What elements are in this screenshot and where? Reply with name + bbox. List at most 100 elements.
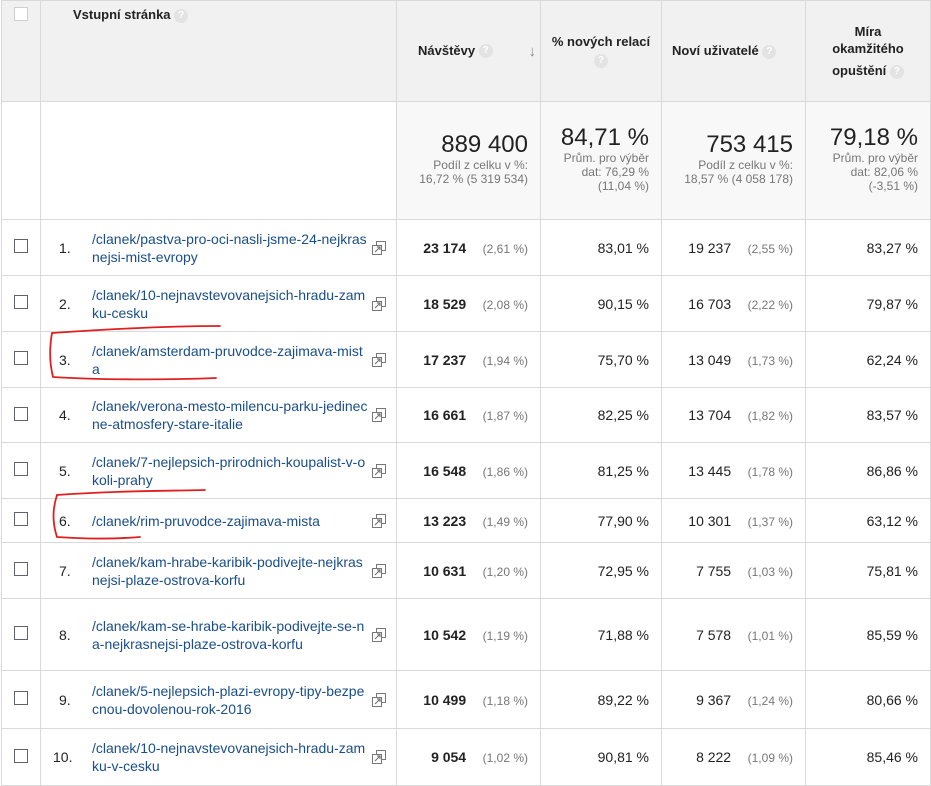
summary-new-users: 753 415 Podíl z celku v %: 18,57 % (4 05… xyxy=(661,101,806,220)
visits-percent: (1,94 %) xyxy=(482,353,528,368)
sort-descending-icon[interactable]: ↓ xyxy=(528,42,537,60)
open-in-new-window-icon[interactable] xyxy=(372,563,386,578)
column-header-label-line3: opuštění xyxy=(832,63,887,78)
new-users-percent: (1,03 %) xyxy=(747,564,793,579)
row-checkbox[interactable] xyxy=(14,562,28,576)
row-checkbox[interactable] xyxy=(14,351,28,365)
new-users-percent: (1,78 %) xyxy=(747,464,793,479)
table-row: 7. /clanek/kam-hrabe-karibik-podivejte-n… xyxy=(1,542,931,599)
row-rank: 1. xyxy=(59,239,71,256)
column-header-label-line1: Míra xyxy=(854,24,882,39)
landing-page-cell: 8. /clanek/kam-se-hrabe-karibik-podivejt… xyxy=(40,598,397,671)
help-icon[interactable]: ? xyxy=(478,44,493,59)
new-users-percent: (1,37 %) xyxy=(747,514,793,529)
landing-page-link[interactable]: /clanek/10-nejnavstevovanejsich-hradu-za… xyxy=(92,286,366,321)
column-header-new-sessions[interactable]: % nových relací ? xyxy=(540,0,662,102)
landing-page-link[interactable]: /clanek/10-nejnavstevovanejsich-hradu-za… xyxy=(92,740,366,774)
new-sessions-value: 72,95 % xyxy=(597,562,649,579)
row-checkbox[interactable] xyxy=(14,748,28,763)
table-row: 1. /clanek/pastva-pro-oci-nasli-jsme-24-… xyxy=(1,219,931,276)
table-row: 8. /clanek/kam-se-hrabe-karibik-podivejt… xyxy=(1,598,931,671)
open-in-new-window-icon[interactable] xyxy=(372,692,386,707)
row-checkbox[interactable] xyxy=(14,512,28,526)
summary-empty-cell xyxy=(40,101,397,220)
landing-page-link[interactable]: /clanek/7-nejlepsich-prirodnich-koupalis… xyxy=(92,453,366,488)
new-users-percent: (1,82 %) xyxy=(747,409,793,423)
new-sessions-cell: 82,25 % xyxy=(540,387,662,443)
landing-page-cell: 10. /clanek/10-nejnavstevovanejsich-hrad… xyxy=(40,728,397,786)
bounce-rate-cell: 62,24 % xyxy=(805,331,931,388)
help-icon[interactable]: ? xyxy=(762,44,777,59)
row-checkbox[interactable] xyxy=(14,295,28,309)
new-sessions-cell: 77,90 % xyxy=(540,498,662,543)
open-in-new-window-icon[interactable] xyxy=(372,627,386,642)
bounce-rate-value: 63,12 % xyxy=(866,512,918,529)
visits-cell: 13 223 (1,49 %) xyxy=(396,498,541,543)
summary-value: 84,71 % xyxy=(560,123,649,151)
column-header-bounce-rate[interactable]: Míra okamžitého opuštění ? xyxy=(805,0,931,102)
row-select-cell xyxy=(1,387,41,443)
landing-page-link[interactable]: /clanek/amsterdam-pruvodce-zajimava-mist… xyxy=(92,342,363,377)
column-header-label: % nových relací xyxy=(551,33,651,49)
new-users-value: 16 703 xyxy=(688,295,732,312)
landing-page-cell: 3. /clanek/amsterdam-pruvodce-zajimava-m… xyxy=(40,331,397,388)
open-in-new-window-icon[interactable] xyxy=(372,296,386,311)
row-select-cell xyxy=(1,442,41,499)
new-sessions-value: 83,01 % xyxy=(597,239,649,256)
select-all-cell xyxy=(1,0,41,102)
open-in-new-window-icon[interactable] xyxy=(372,750,386,764)
select-all-checkbox[interactable] xyxy=(14,7,28,21)
row-checkbox[interactable] xyxy=(14,239,28,253)
landing-page-cell: 1. /clanek/pastva-pro-oci-nasli-jsme-24-… xyxy=(40,219,397,276)
row-select-cell xyxy=(1,331,41,388)
open-in-new-window-icon[interactable] xyxy=(372,240,386,255)
column-header-new-users[interactable]: Noví uživatelé ? xyxy=(661,0,806,102)
landing-page-link[interactable]: /clanek/kam-hrabe-karibik-podivejte-nejk… xyxy=(92,553,363,588)
new-users-cell: 13 049 (1,73 %) xyxy=(661,331,806,388)
table-row: 9. /clanek/5-nejlepsich-plazi-evropy-tip… xyxy=(1,670,931,729)
landing-page-link[interactable]: /clanek/5-nejlepsich-plazi-evropy-tipy-b… xyxy=(92,682,365,717)
row-checkbox[interactable] xyxy=(14,406,28,421)
open-in-new-window-icon[interactable] xyxy=(372,463,386,478)
new-users-cell: 9 367 (1,24 %) xyxy=(661,670,806,729)
visits-value: 9 054 xyxy=(431,749,467,765)
bounce-rate-value: 83,27 % xyxy=(866,239,918,256)
summary-row: 889 400 Podíl z celku v %: 16,72 % (5 31… xyxy=(1,101,931,220)
row-rank: 9. xyxy=(59,691,71,708)
summary-subtext: dat: 76,29 % xyxy=(581,164,649,179)
column-header-visits[interactable]: Návštěvy ? ↓ xyxy=(396,0,541,102)
summary-subtext: 18,57 % (4 058 178) xyxy=(684,171,793,186)
new-sessions-value: 77,90 % xyxy=(597,512,649,529)
landing-page-link[interactable]: /clanek/rim-pruvodce-zajimava-mista xyxy=(92,512,320,529)
table-row: 5. /clanek/7-nejlepsich-prirodnich-koupa… xyxy=(1,442,931,499)
row-checkbox[interactable] xyxy=(14,691,28,705)
column-header-landing-page[interactable]: Vstupní stránka ? xyxy=(40,0,397,102)
visits-value: 17 237 xyxy=(423,351,467,368)
visits-value: 16 661 xyxy=(423,407,467,423)
row-rank: 3. xyxy=(59,351,71,368)
table-row: 2. /clanek/10-nejnavstevovanejsich-hradu… xyxy=(1,275,931,332)
landing-page-link[interactable]: /clanek/verona-mesto-milencu-parku-jedin… xyxy=(92,398,368,432)
help-icon[interactable]: ? xyxy=(174,8,189,23)
new-users-value: 19 237 xyxy=(688,239,732,256)
bounce-rate-cell: 83,27 % xyxy=(805,219,931,276)
help-icon[interactable]: ? xyxy=(889,64,904,79)
new-users-value: 13 049 xyxy=(688,351,732,368)
new-sessions-value: 81,25 % xyxy=(597,462,649,479)
help-icon[interactable]: ? xyxy=(594,54,608,69)
row-checkbox[interactable] xyxy=(14,626,28,640)
landing-page-link[interactable]: /clanek/pastva-pro-oci-nasli-jsme-24-nej… xyxy=(92,230,367,265)
row-checkbox[interactable] xyxy=(14,462,28,476)
open-in-new-window-icon[interactable] xyxy=(372,352,386,367)
table-header-row: Vstupní stránka ? Návštěvy ? ↓ % nových … xyxy=(1,0,931,102)
open-in-new-window-icon[interactable] xyxy=(372,408,386,422)
landing-page-link[interactable]: /clanek/kam-se-hrabe-karibik-podivejte-s… xyxy=(92,617,365,652)
visits-cell: 18 529 (2,08 %) xyxy=(396,275,541,332)
visits-cell: 10 499 (1,18 %) xyxy=(396,670,541,729)
bounce-rate-value: 85,59 % xyxy=(866,626,918,643)
new-users-value: 9 367 xyxy=(696,691,732,708)
row-select-cell xyxy=(1,219,41,276)
new-users-cell: 7 578 (1,01 %) xyxy=(661,598,806,671)
open-in-new-window-icon[interactable] xyxy=(372,513,386,528)
new-sessions-value: 90,15 % xyxy=(597,295,649,312)
